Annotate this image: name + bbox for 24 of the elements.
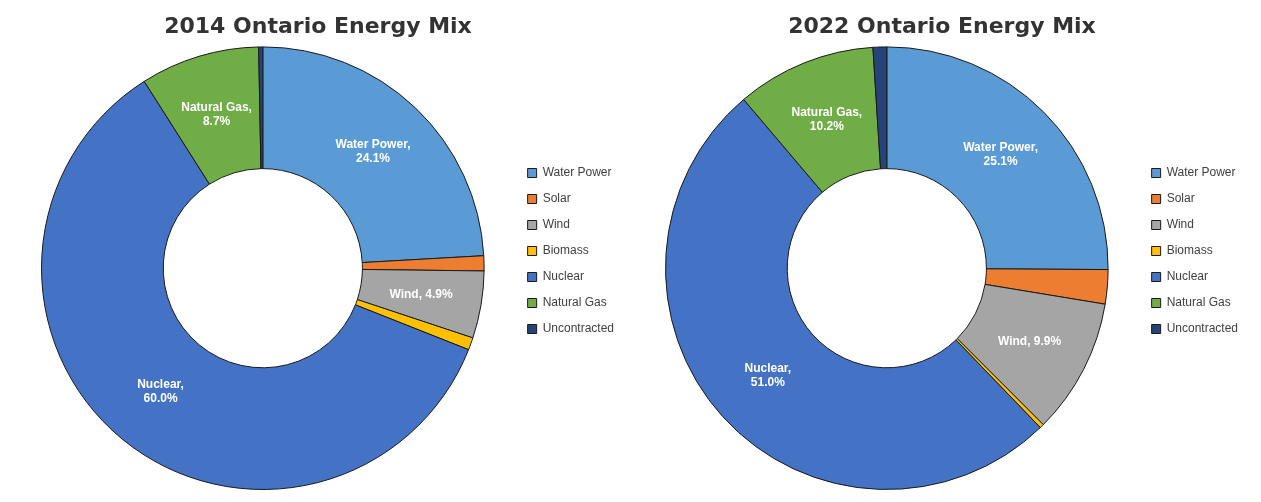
data-label: Wind, 9.9% (997, 333, 1062, 348)
legend-label: Solar (1166, 191, 1195, 206)
legend-label: Water Power (1166, 165, 1236, 180)
legend-label: Uncontracted (542, 321, 614, 336)
legend-label: Biomass (1166, 243, 1213, 258)
legend-label: Water Power (542, 165, 612, 180)
data-label: Natural Gas, 8.7% (181, 99, 252, 128)
legend-label: Wind (542, 217, 570, 232)
data-label: Nuclear, 60.0% (137, 377, 184, 406)
data-label: Water Power, 24.1% (335, 136, 411, 165)
data-label: Nuclear, 51.0% (744, 361, 792, 390)
legend-label: Wind (1166, 217, 1194, 232)
data-label: Water Power, 25.1% (963, 140, 1039, 169)
legend-label: Solar (542, 191, 571, 206)
chart-title: 2022 Ontario Energy Mix (788, 12, 1096, 38)
legend-label: Nuclear (1166, 269, 1208, 284)
legend-label: Natural Gas (542, 295, 607, 310)
data-label: Wind, 4.9% (389, 287, 453, 302)
legend-label: Biomass (542, 243, 589, 258)
data-label: Natural Gas, 10.2% (791, 104, 863, 133)
legend-label: Uncontracted (1166, 321, 1238, 336)
legend-label: Nuclear (542, 269, 584, 284)
legend-label: Natural Gas (1166, 295, 1231, 310)
chart-title: 2014 Ontario Energy Mix (164, 12, 472, 38)
